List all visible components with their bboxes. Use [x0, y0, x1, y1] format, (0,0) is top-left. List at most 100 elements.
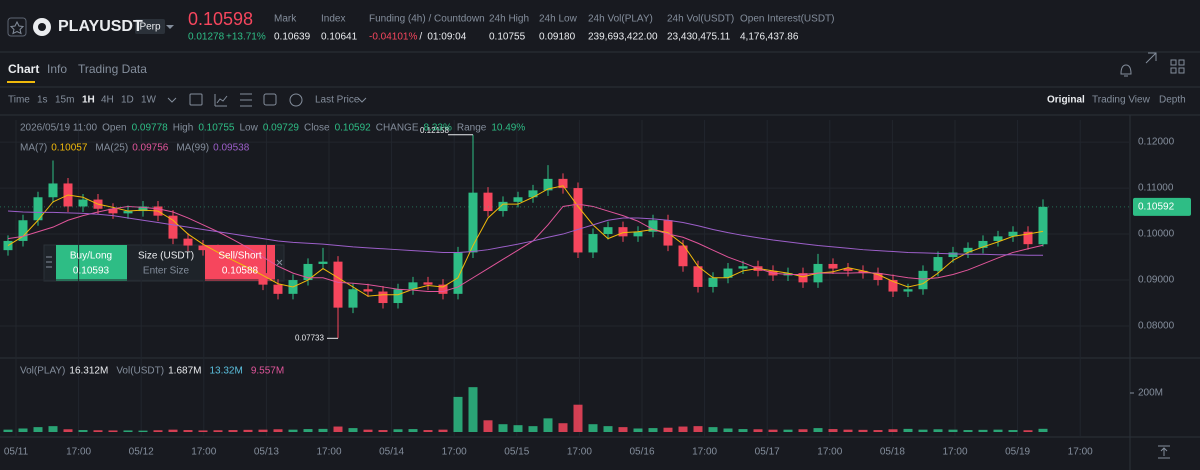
high-marker: 0.12158 — [420, 126, 449, 135]
x-tick-label: 05/14 — [379, 447, 404, 458]
layout-icon[interactable] — [1170, 67, 1177, 74]
candle-body — [963, 247, 973, 253]
volume-bar — [33, 427, 43, 432]
info-value: 0.10755 — [198, 123, 235, 134]
interval-option[interactable]: 1W — [141, 95, 157, 106]
stat-label: Index — [321, 14, 345, 25]
candle-body — [183, 238, 193, 246]
x-tick-label: 17:00 — [1068, 447, 1093, 458]
alert-icon[interactable] — [1120, 64, 1132, 77]
drag-handle[interactable] — [46, 256, 52, 268]
volume-bar — [663, 427, 673, 432]
buy-button[interactable] — [56, 245, 127, 281]
volume-bar — [528, 426, 538, 432]
candle-body — [528, 190, 538, 198]
x-tick-label: 17:00 — [66, 447, 91, 458]
settings-icon[interactable] — [240, 93, 252, 107]
candle-body — [258, 273, 268, 285]
layout-icon[interactable] — [1170, 59, 1177, 66]
candle-body — [303, 263, 313, 281]
candle-body — [918, 270, 928, 290]
candle-body — [78, 199, 88, 207]
reset-icon[interactable] — [289, 93, 303, 107]
favorite-button[interactable] — [7, 17, 27, 37]
candle-body — [933, 257, 943, 271]
calendar-icon[interactable] — [189, 93, 203, 106]
symbol-dropdown[interactable] — [166, 25, 174, 29]
symbol: PLAYUSDT — [58, 18, 143, 35]
volume-bar — [783, 429, 793, 432]
volume-bar — [153, 430, 163, 432]
ma-legend-value: 0.10057 — [51, 143, 88, 154]
candle-body — [633, 231, 643, 237]
price-type-dropdown[interactable] — [357, 97, 367, 103]
layout-icon[interactable] — [1178, 59, 1185, 66]
stat-value: 239,693,422.00 — [588, 32, 658, 43]
view-option[interactable]: Trading View — [1092, 95, 1151, 106]
volume-tick-label: 200M — [1138, 388, 1163, 399]
coin-logo-inner — [38, 23, 46, 31]
volume-bar — [678, 426, 688, 432]
view-option[interactable]: Depth — [1159, 95, 1186, 106]
volume-bar — [78, 430, 88, 432]
y-tick-label: 0.10000 — [1138, 229, 1175, 240]
candle-body — [678, 245, 688, 267]
candle-body — [603, 227, 613, 235]
moving-average-line — [7, 203, 1044, 293]
screenshot-icon[interactable] — [263, 93, 277, 106]
expand-icon[interactable] — [1145, 52, 1157, 64]
indicator-icon[interactable] — [214, 94, 228, 107]
scale-icon[interactable] — [1158, 445, 1170, 459]
y-tick-label: 0.08000 — [1138, 321, 1175, 332]
interval-option[interactable]: 1D — [121, 95, 134, 106]
volume-bar — [393, 429, 403, 432]
volume-bar — [513, 425, 523, 432]
ma-legend-name: MA(99) — [176, 143, 209, 154]
interval-dropdown[interactable] — [167, 97, 177, 103]
tab[interactable]: Chart — [8, 62, 39, 76]
x-tick-label: 05/18 — [880, 447, 905, 458]
buy-price: 0.10593 — [73, 266, 110, 277]
volume-bar — [633, 428, 643, 432]
interval-option[interactable]: 15m — [55, 95, 74, 106]
tab[interactable]: Info — [47, 62, 67, 76]
volume-bar — [333, 426, 343, 432]
volume-bar — [1038, 428, 1048, 432]
y-tick-label: 0.12000 — [1138, 137, 1175, 148]
volume-bar — [108, 430, 118, 432]
stat-label: Funding (4h) / Countdown — [369, 14, 485, 25]
last-price: 0.10598 — [188, 9, 253, 29]
interval-option[interactable]: 1H — [82, 95, 95, 106]
volume-bar — [423, 430, 433, 432]
interval-option[interactable]: 1s — [37, 95, 48, 106]
sell-price: 0.10588 — [222, 266, 259, 277]
volume-bar — [558, 423, 568, 432]
toolbar-icons — [167, 52, 1185, 459]
volume-bar — [1023, 430, 1033, 432]
volume-bar — [93, 430, 103, 432]
grid — [0, 120, 1130, 437]
candle-body — [588, 234, 598, 253]
volume-bar — [303, 429, 313, 432]
layout-icon[interactable] — [1178, 67, 1185, 74]
interval-option[interactable]: 4H — [101, 95, 114, 106]
close-widget[interactable] — [276, 259, 283, 266]
price-type[interactable]: Last Price — [315, 95, 360, 106]
size-input[interactable]: Enter Size — [143, 266, 190, 277]
volume-bar — [948, 429, 958, 432]
volume-bar — [198, 430, 208, 432]
view-option[interactable]: Original — [1047, 95, 1085, 106]
stat-value: 0.10639 — [274, 32, 311, 43]
stat-value: 0.10755 — [489, 32, 526, 43]
candle-body — [888, 280, 898, 292]
volume-bar — [918, 429, 928, 432]
candle-body — [948, 252, 958, 258]
ma-legend-name: MA(25) — [95, 143, 128, 154]
volume-bar — [228, 430, 238, 432]
tab[interactable]: Trading Data — [78, 62, 147, 76]
price-change: 0.01278 — [188, 32, 225, 43]
volume-legend-name: Vol(USDT) — [116, 366, 164, 377]
info-value: 0.10592 — [335, 123, 372, 134]
